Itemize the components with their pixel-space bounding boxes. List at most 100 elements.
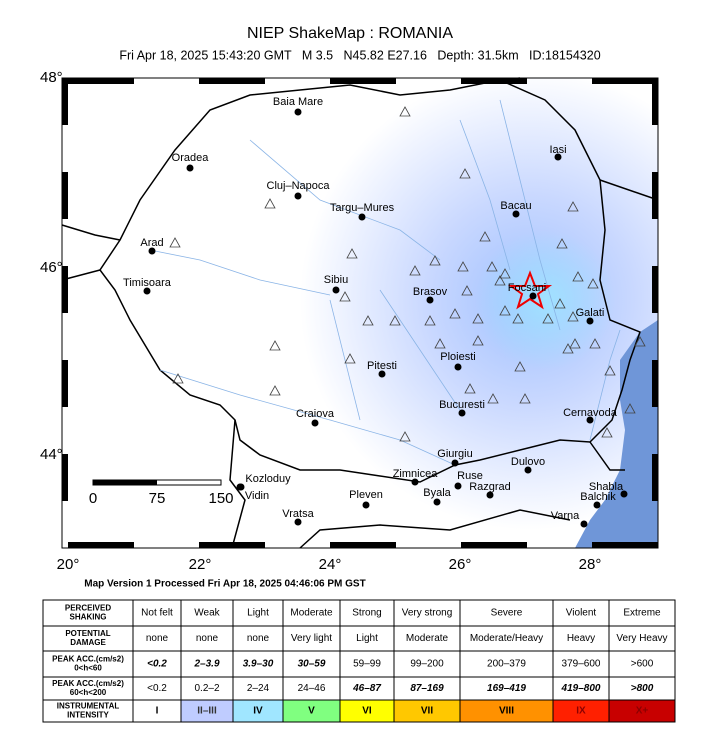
city-dot [586,416,594,424]
station [172,373,184,384]
station [339,291,351,302]
station [269,340,281,351]
legend-cell-text: Violent [566,608,597,619]
city-dot [451,459,459,467]
legend-cell-text: VII [421,706,433,717]
legend-cell-text: 24–46 [298,683,326,694]
city-label: Pleven [349,489,383,501]
scale-bar-fill [93,480,157,485]
lat-label: 46° [40,259,63,276]
legend-cell-text: Weak [194,608,220,619]
legend-cell-text: none [247,633,270,644]
station [499,305,511,316]
city-label: Byala [423,487,451,499]
city-dot [454,482,462,490]
legend-cell-text: X+ [636,706,649,717]
city-label: Shabla [589,481,624,493]
legend-cell-text: Very Heavy [616,633,667,644]
station [542,313,554,324]
title: NIEP ShakeMap : ROMANIA [247,25,453,42]
city-dot [148,247,156,255]
station [567,201,579,212]
station [344,353,356,364]
city-label: Razgrad [469,481,511,493]
city-label: Dulovo [511,456,545,468]
legend-cell-text: VIII [499,706,514,717]
city-label: Oradea [172,152,210,164]
city-label: Giurgiu [437,448,472,460]
station [461,285,473,296]
lat-label: 44° [40,446,63,463]
city-dot [411,478,419,486]
city-dot [458,409,466,417]
city-label: Cernavoda [563,407,618,419]
legend-cell-text: <0.2 [147,659,167,670]
city-dot [593,501,601,509]
station [556,238,568,249]
legend-cell-text: 3.9–30 [243,659,274,670]
station [587,278,599,289]
station [487,393,499,404]
station [512,313,524,324]
city-label: Ruse [457,470,483,482]
city-dot [486,491,494,499]
legend-cell-text: V [308,706,315,717]
legend-cell-text: <0.2 [147,683,167,694]
legend-cell-text: VI [362,706,372,717]
station [486,261,498,272]
legend-cell [339,599,395,627]
city-label: Kozloduy [245,473,291,485]
city-dot [554,153,562,161]
city-label: Targu–Mures [330,202,395,214]
legend-cell-text: 87–169 [410,683,444,694]
legend-cell [180,599,234,627]
legend-cell-text: 46–87 [352,683,381,694]
station [424,315,436,326]
station [389,315,401,326]
station [514,361,526,372]
legend-cell-text: 419–800 [561,683,601,694]
station [269,385,281,396]
legend-cell [459,599,554,627]
scale-label: 75 [149,490,166,507]
legend-cell-text: 30–59 [298,659,326,670]
station [572,271,584,282]
city-dot [311,419,319,427]
city-label: Vratsa [282,508,314,520]
city-label: Timisoara [123,277,172,289]
legend-cell-text: Light [247,608,269,619]
legend-cell [282,625,341,652]
legend-head: 60<h<200 [70,688,107,697]
map-shade [62,78,658,548]
legend-cell-text: 0.2–2 [194,683,219,694]
legend-cell [132,599,182,627]
legend-head-cell [42,650,134,678]
city-label: Vidin [245,490,269,502]
station [409,265,421,276]
station [519,393,531,404]
legend-head: INSTRUMENTAL [57,702,120,711]
station [464,383,476,394]
city-dot [426,296,434,304]
legend-cell [180,650,234,678]
legend-cell-text: Extreme [623,608,661,619]
city-dot [186,164,194,172]
legend-cell-text: Light [356,633,378,644]
city-dot [529,292,537,300]
legend-head: 0<h<60 [74,664,102,673]
legend-cell-text: II–III [197,706,217,717]
legend-cell [608,599,676,627]
station [346,248,358,259]
city-dot [362,501,370,509]
legend-head-cell [42,599,134,627]
station [569,338,581,349]
scale-label: 0 [89,490,97,507]
city-dot [332,286,340,294]
city-dot [358,213,366,221]
station [479,231,491,242]
station [264,198,276,209]
legend-cell-text: IV [253,706,263,717]
city-dot [294,108,302,116]
station [589,338,601,349]
legend-cell-text: 379–600 [562,659,601,670]
